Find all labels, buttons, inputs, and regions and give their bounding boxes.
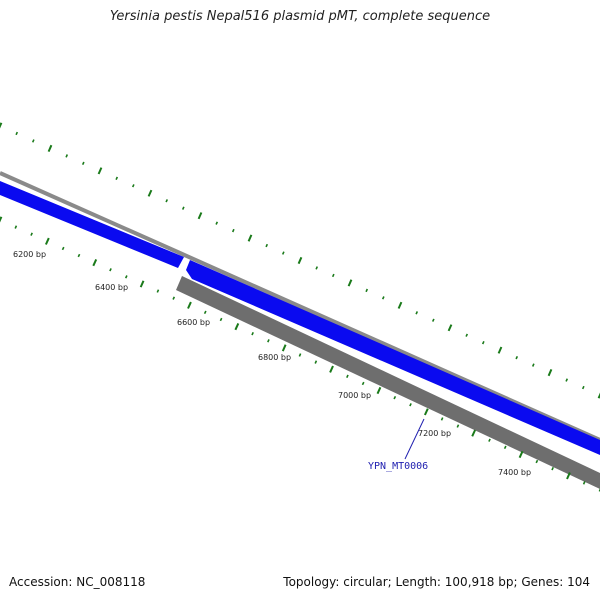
forward-gene-left[interactable] (0, 181, 184, 268)
outer-tick (197, 212, 203, 220)
ruler-label-7400: 7400 bp (498, 468, 531, 477)
inner-tick (456, 424, 460, 428)
inner-tick (172, 296, 176, 300)
inner-tick (156, 289, 160, 293)
inner-tick (471, 429, 477, 437)
inner-tick (124, 275, 128, 279)
inner-tick (267, 339, 270, 343)
inner-tick (219, 317, 223, 322)
ruler-label-7200: 7200 bp (418, 429, 451, 438)
inner-tick (551, 466, 554, 471)
outer-tick (381, 296, 385, 300)
outer-tick (65, 154, 69, 158)
outer-tick (31, 139, 35, 143)
outer-tick (465, 333, 469, 337)
outer-tick (281, 251, 285, 255)
inner-tick (518, 450, 524, 459)
outer-tick (597, 392, 600, 399)
inner-tick (281, 344, 287, 352)
inner-tick (503, 445, 507, 450)
inner-tick (203, 310, 207, 315)
backbone-line (0, 171, 600, 442)
inner-tick (423, 408, 429, 416)
ruler-label-6200: 6200 bp (13, 250, 46, 259)
outer-tick (131, 184, 135, 188)
outer-tick (215, 221, 219, 225)
outer-tick (397, 301, 403, 309)
inner-tick (409, 403, 412, 407)
outer-tick (247, 234, 253, 242)
outer-tick (347, 279, 353, 287)
inner-tick (582, 481, 586, 485)
outer-tick (181, 206, 185, 210)
inner-tick (139, 280, 145, 288)
ruler-label-7000: 7000 bp (338, 391, 371, 400)
ruler-label-6800: 6800 bp (258, 353, 291, 362)
inner-tick (314, 360, 318, 364)
outer-tick (365, 288, 369, 293)
inner-tick (61, 246, 65, 251)
inner-tick (251, 331, 254, 336)
inner-tick (535, 459, 539, 464)
ruler-label-6400: 6400 bp (95, 283, 128, 292)
forward-gene-right[interactable] (186, 260, 600, 455)
gene-label-ypn-mt0006[interactable]: YPN_MT0006 (368, 461, 428, 472)
outer-tick (431, 318, 435, 322)
ruler-labels: 6200 bp 6400 bp 6600 bp 6800 bp 7000 bp … (13, 250, 531, 477)
inner-tick (361, 381, 365, 386)
inner-tick (109, 268, 112, 272)
outer-tick (81, 161, 85, 166)
inner-tick (14, 225, 18, 229)
outer-tick (331, 273, 335, 278)
inner-tick (329, 365, 334, 373)
outer-tick (0, 122, 3, 129)
inner-tick (298, 353, 302, 357)
inner-tick (376, 386, 382, 395)
inner-tick (440, 417, 444, 421)
outer-tick (15, 131, 19, 136)
outer-tick (531, 363, 535, 367)
outer-tick (47, 144, 53, 153)
inner-tick (488, 438, 491, 442)
inner-tick (566, 472, 571, 480)
inner-tick (393, 395, 397, 400)
inner-tick (30, 232, 33, 236)
outer-tick (481, 340, 485, 345)
outer-tick (565, 378, 569, 382)
outer-tick (581, 385, 585, 390)
page-title: Yersinia pestis Nepal516 plasmid pMT, co… (109, 9, 491, 24)
outer-tick (415, 311, 419, 315)
inner-tick (234, 322, 240, 331)
outer-tick (265, 243, 269, 248)
inner-tick (77, 253, 81, 258)
reverse-gene[interactable] (176, 276, 600, 489)
outer-tick (231, 228, 235, 233)
inner-tick-track (0, 216, 600, 492)
accession-text: Accession: NC_008118 (9, 575, 146, 589)
outer-tick (115, 176, 119, 181)
outer-tick (547, 368, 553, 377)
inner-tick (44, 237, 50, 245)
inner-tick (92, 258, 98, 267)
outer-tick (447, 324, 453, 332)
ruler-label-6600: 6600 bp (177, 318, 210, 327)
outer-tick (315, 266, 319, 270)
topology-summary: Topology: circular; Length: 100,918 bp; … (283, 575, 590, 589)
inner-tick (187, 301, 192, 309)
outer-tick (497, 346, 503, 354)
outer-tick (297, 256, 303, 265)
outer-tick-track (0, 122, 600, 399)
outer-tick (165, 199, 169, 203)
outer-tick (97, 167, 103, 175)
gene-label-leader (404, 418, 425, 460)
inner-tick (346, 374, 349, 379)
outer-tick (515, 355, 519, 360)
inner-tick (0, 216, 3, 223)
outer-tick (147, 189, 153, 197)
